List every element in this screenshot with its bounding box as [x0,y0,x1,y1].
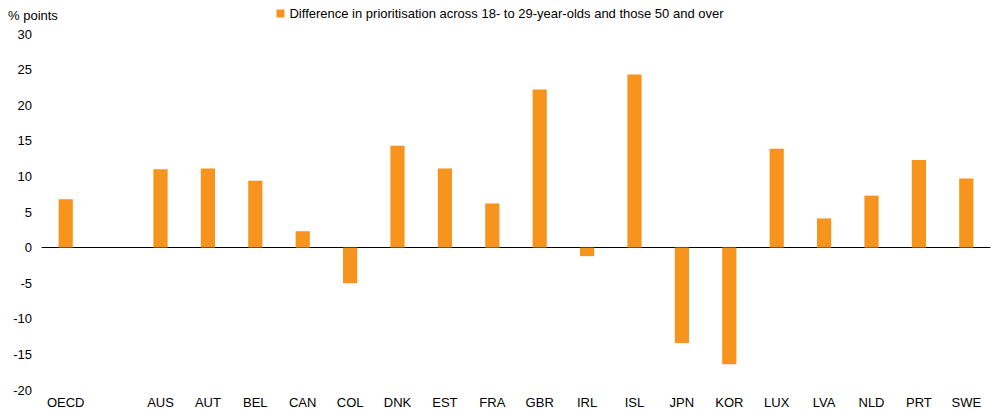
svg-text:-5: -5 [20,276,32,291]
svg-text:SWE: SWE [951,395,981,410]
svg-text:OECD: OECD [47,395,85,410]
svg-text:PRT: PRT [906,395,932,410]
svg-text:-20: -20 [13,383,32,398]
svg-text:25: 25 [18,62,32,77]
svg-text:DNK: DNK [384,395,412,410]
svg-text:FRA: FRA [479,395,505,410]
svg-text:GBR: GBR [526,395,554,410]
svg-text:15: 15 [18,133,32,148]
svg-text:IRL: IRL [577,395,597,410]
svg-text:AUT: AUT [195,395,221,410]
svg-text:% points: % points [8,8,58,23]
svg-text:COL: COL [337,395,364,410]
svg-text:NLD: NLD [858,395,884,410]
svg-text:LUX: LUX [764,395,790,410]
svg-text:-15: -15 [13,347,32,362]
svg-text:KOR: KOR [715,395,743,410]
svg-text:EST: EST [432,395,457,410]
svg-text:JPN: JPN [670,395,695,410]
svg-text:CAN: CAN [289,395,316,410]
svg-text:AUS: AUS [147,395,174,410]
svg-text:0: 0 [25,240,32,255]
svg-text:30: 30 [18,27,32,42]
svg-text:LVA: LVA [813,395,836,410]
svg-text:BEL: BEL [243,395,268,410]
svg-text:Difference in prioritisation a: Difference in prioritisation across 18- … [289,6,724,21]
svg-text:10: 10 [18,169,32,184]
svg-text:-10: -10 [13,311,32,326]
svg-text:5: 5 [25,205,32,220]
svg-text:ISL: ISL [625,395,645,410]
svg-text:20: 20 [18,98,32,113]
